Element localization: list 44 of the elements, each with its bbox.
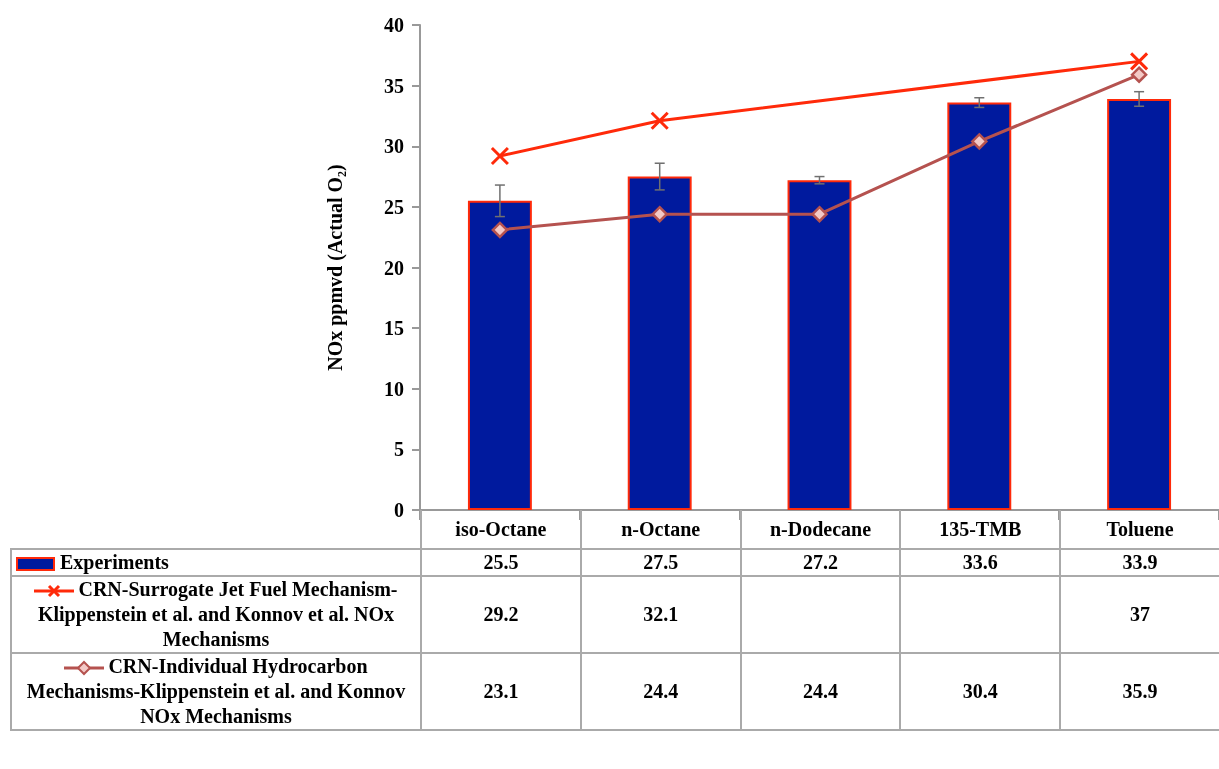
data-label: 35.9	[1060, 653, 1219, 730]
data-label: 27.5	[580, 549, 741, 576]
data-label: 27.2	[740, 549, 901, 576]
legend-label: Experiments	[60, 551, 169, 573]
point	[1129, 51, 1149, 71]
data-label: 33.9	[1060, 549, 1219, 576]
y-tick-label: 5	[394, 438, 404, 461]
x-tick-label: n-Dodecane	[740, 510, 901, 549]
point	[1130, 66, 1148, 83]
data-label: 23.1	[421, 653, 581, 730]
data-label: 37	[1060, 576, 1219, 653]
data-label: 29.2	[421, 576, 581, 653]
y-tick-label: 10	[384, 377, 404, 400]
bar	[467, 200, 532, 510]
bar	[1107, 98, 1172, 510]
legend-label: CRN-Surrogate Jet Fuel Mechanism-Klippenstein et al. and Konnov et al. NOx Mechanisms	[37, 578, 398, 650]
x-tick-label: iso-Octane	[421, 510, 581, 549]
point	[651, 205, 668, 223]
point	[811, 205, 828, 223]
y-tick-label: 25	[384, 195, 404, 218]
x-tick-label: Toluene	[1060, 510, 1219, 549]
y-tick-label: 30	[384, 135, 404, 158]
y-tick-label: 40	[384, 14, 404, 36]
data-label: 25.5	[421, 549, 581, 576]
point	[650, 111, 670, 131]
y-tick-label: 0	[394, 499, 404, 521]
legend-label: CRN-Individual Hydrocarbon Mechanisms-Klippenstein et al. and Konnov NOx Mechanisms	[26, 655, 406, 727]
bar	[947, 102, 1012, 510]
y-tick-label: 15	[384, 317, 404, 340]
x-tick-label: 135-TMB	[900, 510, 1061, 549]
x-tick-label: n-Octane	[580, 510, 741, 549]
bar	[787, 180, 852, 510]
y-tick-label: 35	[384, 74, 404, 97]
data-label: 32.1	[580, 576, 741, 653]
y-axis-title: NOx ppmvd (Actual O₂)	[324, 164, 347, 371]
point	[491, 221, 509, 239]
bar	[627, 176, 692, 510]
data-label: 33.6	[900, 549, 1061, 576]
data-label: 30.4	[900, 653, 1061, 730]
y-tick-label: 20	[384, 256, 404, 279]
point	[971, 133, 988, 150]
data-label: 24.4	[740, 653, 901, 730]
point	[490, 146, 510, 166]
data-label: 24.4	[580, 653, 741, 730]
